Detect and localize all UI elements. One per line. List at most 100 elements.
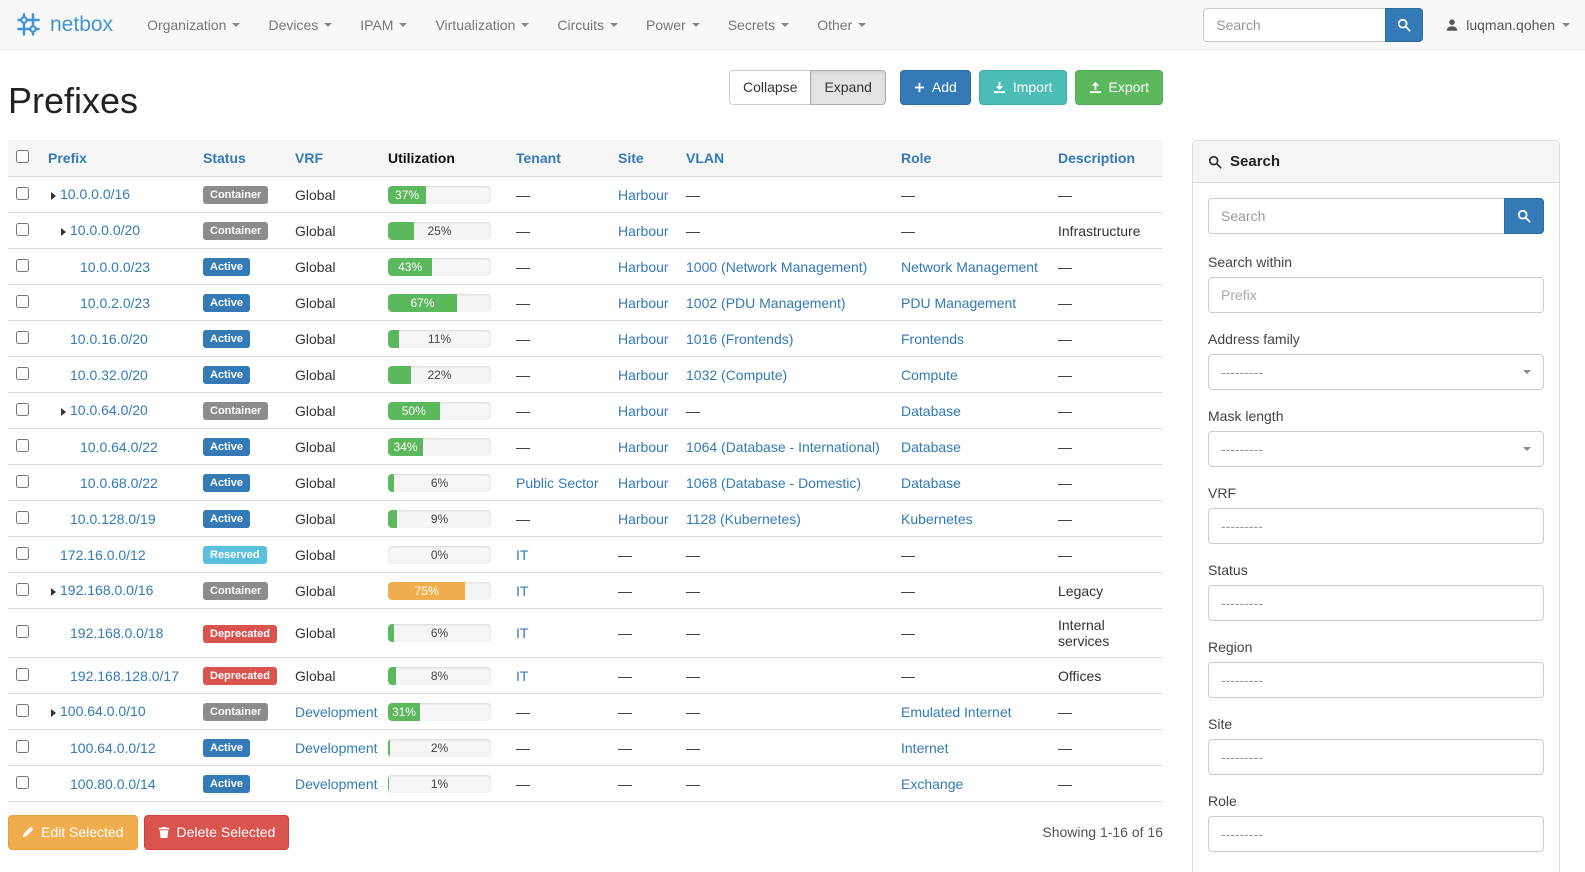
column-header-vrf[interactable]: VRF — [287, 140, 380, 177]
region-select[interactable]: --------- — [1208, 662, 1544, 698]
tenant-link[interactable]: IT — [516, 546, 529, 563]
role-link[interactable]: Database — [901, 438, 961, 455]
prefix-link[interactable]: 10.0.64.0/20 — [70, 401, 148, 418]
row-checkbox[interactable] — [16, 258, 29, 272]
site-link[interactable]: Harbour — [618, 402, 669, 419]
navbar-search-button[interactable] — [1385, 7, 1424, 42]
role-link[interactable]: Database — [901, 402, 961, 419]
tenant-link[interactable]: IT — [516, 667, 529, 684]
row-checkbox[interactable] — [16, 667, 29, 681]
status-select[interactable]: --------- — [1208, 585, 1544, 621]
select-all-checkbox[interactable] — [16, 150, 29, 163]
prefix-link[interactable]: 10.0.2.0/23 — [80, 294, 151, 311]
prefix-link[interactable]: 10.0.128.0/19 — [70, 510, 156, 527]
vrf-select[interactable]: --------- — [1208, 508, 1544, 544]
prefix-link[interactable]: 192.168.0.0/16 — [60, 581, 154, 598]
row-checkbox[interactable] — [16, 402, 29, 416]
row-checkbox[interactable] — [16, 474, 29, 488]
column-header-site[interactable]: Site — [610, 140, 678, 177]
row-checkbox[interactable] — [16, 330, 29, 344]
row-checkbox[interactable] — [16, 510, 29, 524]
prefix-link[interactable]: 10.0.64.0/22 — [80, 438, 158, 455]
site-link[interactable]: Harbour — [618, 474, 669, 491]
role-link[interactable]: Network Management — [901, 258, 1038, 275]
vlan-link[interactable]: 1002 (PDU Management) — [686, 294, 846, 311]
export-button[interactable]: Export — [1074, 70, 1163, 105]
role-link[interactable]: PDU Management — [901, 294, 1017, 311]
user-menu[interactable]: luqman.qohen — [1445, 17, 1570, 33]
row-checkbox[interactable] — [16, 186, 29, 200]
site-select[interactable]: --------- — [1208, 739, 1544, 775]
role-link[interactable]: Exchange — [901, 775, 964, 792]
role-link[interactable]: Database — [901, 474, 961, 491]
navbar-search-input[interactable] — [1203, 7, 1386, 42]
prefix-link[interactable]: 100.80.0.0/14 — [70, 775, 156, 792]
site-link[interactable]: Harbour — [618, 222, 669, 239]
tenant-link[interactable]: IT — [516, 625, 529, 641]
address-family-select[interactable]: --------- — [1208, 354, 1544, 390]
site-link[interactable]: Harbour — [618, 366, 669, 383]
prefix-link[interactable]: 10.0.16.0/20 — [70, 330, 148, 347]
row-checkbox[interactable] — [16, 703, 29, 717]
prefix-link[interactable]: 10.0.0.0/16 — [60, 185, 131, 202]
nav-menu-virtualization[interactable]: Virtualization — [421, 0, 543, 50]
site-link[interactable]: Harbour — [618, 330, 669, 347]
add-button[interactable]: Add — [899, 70, 971, 105]
prefix-link[interactable]: 10.0.68.0/22 — [80, 474, 158, 491]
prefix-link[interactable]: 100.64.0.0/12 — [70, 739, 156, 756]
import-button[interactable]: Import — [978, 70, 1067, 105]
column-header-role[interactable]: Role — [893, 140, 1050, 177]
column-header-vlan[interactable]: VLAN — [678, 140, 893, 177]
vrf-link[interactable]: Development — [295, 739, 378, 756]
prefix-link[interactable]: 100.64.0.0/10 — [60, 702, 146, 719]
sidebar-search-button[interactable] — [1504, 198, 1544, 234]
expand-caret-icon[interactable] — [61, 408, 66, 417]
role-link[interactable]: Kubernetes — [901, 510, 973, 527]
role-link[interactable]: Compute — [901, 366, 958, 383]
expand-caret-icon[interactable] — [51, 588, 56, 597]
prefix-link[interactable]: 10.0.0.0/23 — [80, 258, 151, 275]
prefix-link[interactable]: 192.168.128.0/17 — [70, 667, 179, 684]
nav-menu-organization[interactable]: Organization — [133, 0, 254, 50]
row-checkbox[interactable] — [16, 625, 29, 638]
role-link[interactable]: Internet — [901, 739, 949, 756]
prefix-link[interactable]: 10.0.32.0/20 — [70, 366, 148, 383]
vlan-link[interactable]: 1064 (Database - International) — [686, 438, 880, 455]
site-link[interactable]: Harbour — [618, 510, 669, 527]
mask-length-select[interactable]: --------- — [1208, 431, 1544, 467]
sidebar-search-input[interactable] — [1208, 198, 1504, 234]
prefix-link[interactable]: 172.16.0.0/12 — [60, 546, 146, 563]
column-header-description[interactable]: Description — [1050, 140, 1163, 177]
search-within-input[interactable] — [1208, 277, 1544, 313]
nav-menu-devices[interactable]: Devices — [254, 0, 346, 50]
row-checkbox[interactable] — [16, 546, 29, 560]
row-checkbox[interactable] — [16, 222, 29, 236]
tenant-link[interactable]: IT — [516, 582, 529, 599]
prefix-link[interactable]: 192.168.0.0/18 — [70, 625, 164, 641]
site-link[interactable]: Harbour — [618, 438, 669, 455]
netbox-logo[interactable]: netbox — [15, 11, 113, 38]
site-link[interactable]: Harbour — [618, 186, 669, 203]
expand-caret-icon[interactable] — [51, 709, 56, 718]
row-checkbox[interactable] — [16, 739, 29, 753]
nav-menu-ipam[interactable]: IPAM — [346, 0, 421, 50]
vlan-link[interactable]: 1000 (Network Management) — [686, 258, 868, 275]
vrf-link[interactable]: Development — [295, 703, 378, 720]
vrf-link[interactable]: Development — [295, 775, 378, 792]
row-checkbox[interactable] — [16, 438, 29, 452]
site-link[interactable]: Harbour — [618, 258, 669, 275]
role-link[interactable]: Emulated Internet — [901, 703, 1012, 720]
row-checkbox[interactable] — [16, 294, 29, 308]
role-link[interactable]: Frontends — [901, 330, 965, 347]
tenant-link[interactable]: Public Sector — [516, 474, 599, 491]
row-checkbox[interactable] — [16, 775, 29, 789]
vlan-link[interactable]: 1016 (Frontends) — [686, 330, 794, 347]
nav-menu-other[interactable]: Other — [803, 0, 880, 50]
vlan-link[interactable]: 1068 (Database - Domestic) — [686, 474, 862, 491]
edit-selected-button[interactable]: Edit Selected — [8, 815, 138, 850]
expand-caret-icon[interactable] — [51, 192, 56, 201]
expand-button[interactable]: Expand — [810, 70, 886, 105]
collapse-button[interactable]: Collapse — [728, 70, 812, 105]
nav-menu-power[interactable]: Power — [632, 0, 714, 50]
vlan-link[interactable]: 1128 (Kubernetes) — [686, 510, 801, 527]
